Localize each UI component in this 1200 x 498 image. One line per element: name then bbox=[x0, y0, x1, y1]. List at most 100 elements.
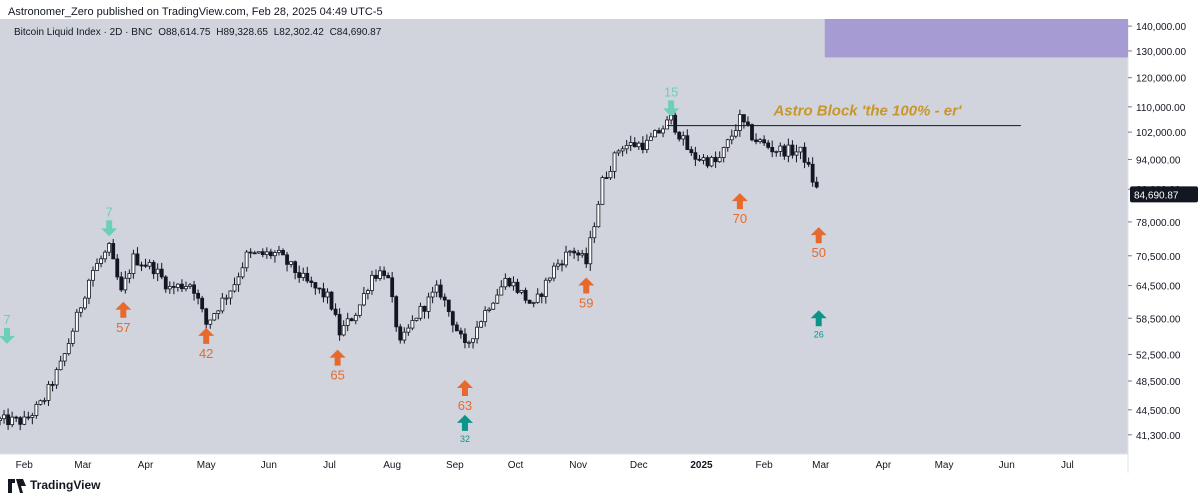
marker-label: 7 bbox=[3, 312, 10, 327]
candle-body bbox=[378, 270, 382, 279]
candle-body bbox=[345, 318, 350, 326]
candle-body bbox=[572, 250, 577, 254]
candle-body bbox=[596, 203, 601, 228]
candle-body bbox=[750, 124, 754, 141]
candle-body bbox=[454, 324, 459, 332]
candle-body bbox=[38, 400, 43, 405]
marker-label: 65 bbox=[330, 368, 344, 383]
candle-body bbox=[273, 252, 277, 257]
candle-body bbox=[58, 360, 63, 371]
candle-body bbox=[422, 305, 427, 312]
candle-body bbox=[317, 287, 322, 290]
candle-body bbox=[107, 243, 112, 253]
candle-body bbox=[426, 296, 431, 312]
candle-body bbox=[814, 181, 819, 188]
candle-body bbox=[754, 139, 758, 143]
candle-body bbox=[450, 311, 455, 326]
candle-body bbox=[260, 251, 265, 255]
up-arrow-icon bbox=[456, 379, 473, 396]
candle-body bbox=[713, 156, 718, 163]
candle-body bbox=[810, 163, 815, 183]
candle-body bbox=[527, 299, 532, 304]
candle-body bbox=[636, 142, 641, 148]
candle-body bbox=[301, 272, 306, 278]
candle-body bbox=[551, 265, 556, 279]
candle-body bbox=[398, 326, 403, 341]
candle-body bbox=[588, 237, 593, 265]
candle-body bbox=[717, 157, 722, 163]
chart-panel[interactable]: 140,000.00 130,000.00 120,000.00 110,000.00… bbox=[0, 19, 1200, 473]
up-arrow-icon bbox=[578, 277, 595, 294]
candle-body bbox=[479, 321, 484, 328]
marker-label: 70 bbox=[733, 211, 747, 226]
candle-body bbox=[111, 243, 116, 260]
candle-body bbox=[495, 294, 500, 304]
candle-body bbox=[600, 177, 605, 205]
y-tick-label: 120,000.00 bbox=[1136, 74, 1186, 85]
candle-body bbox=[91, 269, 95, 281]
y-tick-label: 140,000.00 bbox=[1136, 22, 1186, 33]
candle-body bbox=[374, 274, 378, 279]
candle-body bbox=[188, 284, 192, 287]
candle-body bbox=[705, 157, 710, 167]
tradingview-logo-icon[interactable] bbox=[8, 479, 26, 493]
candle-body bbox=[159, 268, 164, 278]
ohlc-open: O88,614.75 bbox=[158, 27, 211, 38]
candle-body bbox=[543, 279, 548, 297]
candle-body bbox=[309, 280, 314, 283]
down-arrow-icon bbox=[0, 327, 15, 344]
candle-body bbox=[640, 142, 645, 151]
candle-body bbox=[119, 276, 124, 291]
candle-body bbox=[163, 276, 168, 290]
candle-body bbox=[297, 272, 302, 278]
candle-body bbox=[519, 289, 524, 293]
candle-body bbox=[535, 293, 540, 303]
candle-body bbox=[442, 296, 447, 301]
candle-body bbox=[507, 278, 512, 287]
candle-body bbox=[790, 144, 795, 156]
marker-label: 42 bbox=[199, 346, 213, 361]
candle-body bbox=[200, 297, 205, 310]
candle-body bbox=[733, 130, 738, 137]
marker-label: 59 bbox=[579, 296, 593, 311]
candle-body bbox=[366, 290, 370, 294]
price-chart[interactable]: 140,000.00 130,000.00 120,000.00 110,000.00… bbox=[0, 19, 1200, 473]
up-arrow-icon bbox=[329, 349, 346, 366]
candle-body bbox=[66, 343, 71, 355]
candle-body bbox=[293, 261, 298, 273]
x-tick-label: Jun bbox=[261, 460, 277, 471]
x-tick-label: Mar bbox=[74, 460, 92, 471]
y-tick-label: 44,500.00 bbox=[1136, 406, 1181, 417]
candle-body bbox=[256, 251, 261, 254]
candle-body bbox=[564, 251, 568, 266]
candle-body bbox=[10, 416, 15, 426]
candle-body bbox=[184, 286, 188, 290]
symbol-name[interactable]: Bitcoin Liquid Index · 2D · BNC bbox=[14, 27, 153, 38]
y-tick-label: 70,500.00 bbox=[1136, 252, 1181, 263]
candle-body bbox=[568, 250, 572, 253]
candle-body bbox=[224, 297, 229, 300]
candle-body bbox=[580, 253, 585, 256]
brand-name[interactable]: TradingView bbox=[30, 478, 101, 492]
x-tick-label: Oct bbox=[508, 460, 524, 471]
candle-body bbox=[657, 130, 661, 134]
candle-body bbox=[766, 142, 771, 148]
candle-body bbox=[333, 308, 338, 315]
up-arrow-icon bbox=[115, 301, 132, 318]
candle-body bbox=[220, 297, 225, 312]
x-tick-label: Jul bbox=[323, 460, 336, 471]
candle-body bbox=[459, 330, 463, 335]
candle-body bbox=[547, 277, 552, 281]
x-tick-label: May bbox=[935, 460, 954, 471]
candle-body bbox=[115, 258, 120, 278]
candle-body bbox=[349, 318, 354, 322]
marker-label: 26 bbox=[814, 329, 824, 339]
candle-body bbox=[341, 325, 346, 336]
candle-body bbox=[22, 416, 27, 425]
candle-body bbox=[135, 253, 140, 266]
candle-body bbox=[729, 135, 734, 141]
candle-body bbox=[491, 302, 496, 310]
candle-body bbox=[180, 283, 184, 290]
candle-body bbox=[62, 353, 67, 362]
candle-body bbox=[131, 253, 136, 274]
